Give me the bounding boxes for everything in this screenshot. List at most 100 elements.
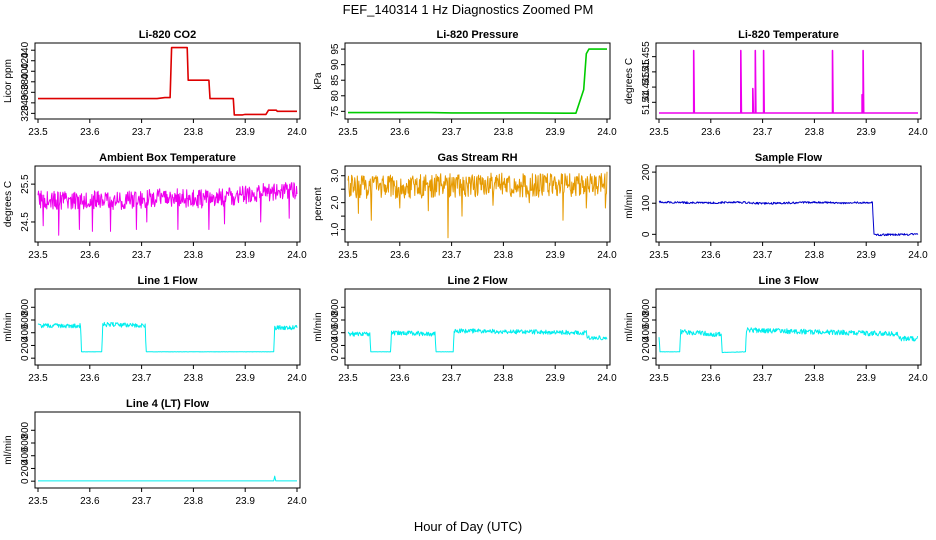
x-tick-label: 23.8: [494, 127, 514, 138]
panel-title: Li-820 CO2: [139, 29, 196, 41]
panel-rh: Gas Stream RH 23.5 23.6 23.7 23.8 23.9 24.0 1.0…: [313, 152, 617, 261]
y-axis-label: kPa: [313, 72, 324, 90]
y-tick-label: 380: [20, 73, 31, 90]
y-tick-label: 440: [20, 41, 31, 58]
x-tick-label: 23.8: [184, 250, 204, 261]
x-tick-label: 23.5: [338, 250, 358, 261]
x-tick-label: 23.8: [805, 250, 825, 261]
panel-line4: Line 4 (LT) Flow 23.5 23.6 23.7 23.8 23.9 24.0…: [3, 398, 307, 507]
y-axis-label: ml/min: [3, 435, 14, 464]
y-tick-label: 400: [641, 324, 652, 341]
panel-title: Gas Stream RH: [437, 152, 517, 164]
x-tick-label: 23.9: [545, 250, 565, 261]
series-line: [347, 328, 608, 353]
x-tick-label: 23.8: [184, 496, 204, 507]
panel-title: Line 4 (LT) Flow: [126, 398, 209, 410]
y-tick-label: 1.0: [330, 222, 341, 236]
panel-co2: Li-820 CO2 23.5 23.6 23.7 23.8 23.9 24.0 320340…: [3, 29, 307, 138]
panel-temp: Li-820 Temperature 23.5 23.6 23.7 23.8 23.9 24…: [624, 29, 928, 138]
y-tick-label: 100: [641, 194, 652, 211]
plot-frame: [344, 165, 611, 243]
plot-frame: [344, 288, 611, 366]
series-line: [348, 48, 607, 114]
y-tick-label: 24.5: [20, 212, 31, 232]
x-tick-label: 23.7: [132, 127, 152, 138]
y-tick-label: 95: [330, 43, 341, 55]
y-tick-label: 51.44: [641, 89, 652, 114]
x-tick-label: 23.7: [753, 127, 773, 138]
plot-frame: [34, 165, 301, 243]
y-tick-label: 80: [330, 90, 341, 102]
x-tick-label: 23.8: [494, 250, 514, 261]
x-tick-label: 24.0: [287, 373, 307, 384]
figure-title: FEF_140314 1 Hz Diagnostics Zoomed PM: [343, 2, 594, 17]
y-axis-label: percent: [313, 187, 324, 221]
x-tick-label: 24.0: [908, 250, 928, 261]
panel-line3: Line 3 Flow 23.5 23.6 23.7 23.8 23.9 24.0 02004…: [624, 275, 928, 384]
x-tick-label: 24.0: [908, 373, 928, 384]
y-tick-label: 200: [330, 337, 341, 354]
x-tick-label: 23.5: [338, 127, 358, 138]
panel-title: Sample Flow: [755, 152, 823, 164]
y-tick-label: 200: [20, 460, 31, 477]
plot-frame: [344, 42, 611, 120]
x-tick-label: 23.5: [649, 373, 669, 384]
y-tick-label: 800: [20, 421, 31, 438]
y-tick-label: 800: [641, 298, 652, 315]
x-tick-label: 23.7: [132, 250, 152, 261]
x-tick-label: 23.9: [235, 496, 255, 507]
y-tick-label: 400: [330, 324, 341, 341]
series-line: [347, 171, 608, 239]
x-tick-label: 23.9: [856, 250, 876, 261]
panel-title: Li-820 Pressure: [437, 29, 519, 41]
series-line: [38, 475, 297, 482]
y-tick-label: 320: [20, 105, 31, 122]
y-axis-label: ml/min: [313, 312, 324, 341]
x-tick-label: 23.7: [132, 496, 152, 507]
y-tick-label: 51.455: [641, 41, 652, 72]
x-tick-label: 23.5: [28, 250, 48, 261]
y-tick-label: 0: [641, 231, 652, 237]
panel-title: Line 2 Flow: [448, 275, 508, 287]
series-line: [37, 182, 298, 236]
y-axis-label: degrees C: [624, 58, 635, 104]
x-tick-label: 23.6: [80, 127, 100, 138]
y-tick-label: 400: [20, 447, 31, 464]
y-tick-label: 51.45: [641, 59, 652, 84]
y-tick-label: 0: [20, 478, 31, 484]
y-tick-label: 0: [20, 355, 31, 361]
y-tick-label: 340: [20, 94, 31, 111]
y-tick-label: 400: [20, 62, 31, 79]
x-tick-label: 23.8: [184, 127, 204, 138]
y-tick-label: 360: [20, 84, 31, 101]
x-tick-label: 23.7: [132, 373, 152, 384]
panel-grid: Li-820 CO2 23.5 23.6 23.7 23.8 23.9 24.0 320340…: [3, 29, 928, 507]
y-tick-label: 25.5: [20, 174, 31, 194]
panel-title: Line 1 Flow: [138, 275, 198, 287]
y-tick-label: 3.0: [330, 168, 341, 182]
y-tick-label: 800: [330, 298, 341, 315]
x-tick-label: 24.0: [597, 250, 617, 261]
y-tick-label: 600: [641, 311, 652, 328]
x-tick-label: 23.5: [28, 496, 48, 507]
x-tick-label: 23.7: [442, 373, 462, 384]
y-axis-label: Licor ppm: [3, 59, 14, 103]
panel-title: Ambient Box Temperature: [99, 152, 236, 164]
x-tick-label: 23.6: [80, 373, 100, 384]
x-tick-label: 23.5: [649, 127, 669, 138]
x-tick-label: 23.6: [701, 250, 721, 261]
x-tick-label: 23.9: [545, 373, 565, 384]
y-tick-label: 200: [641, 163, 652, 180]
x-tick-label: 23.8: [184, 373, 204, 384]
series-line: [659, 49, 918, 114]
x-tick-label: 23.8: [494, 373, 514, 384]
x-tick-label: 23.6: [390, 250, 410, 261]
x-tick-label: 23.5: [649, 250, 669, 261]
y-tick-label: 90: [330, 59, 341, 71]
x-tick-label: 24.0: [908, 127, 928, 138]
x-tick-label: 23.6: [390, 127, 410, 138]
x-tick-label: 23.6: [701, 127, 721, 138]
x-tick-label: 23.8: [805, 127, 825, 138]
x-tick-label: 24.0: [597, 373, 617, 384]
panel-line2: Line 2 Flow 23.5 23.6 23.7 23.8 23.9 24.0 02004…: [313, 275, 617, 384]
